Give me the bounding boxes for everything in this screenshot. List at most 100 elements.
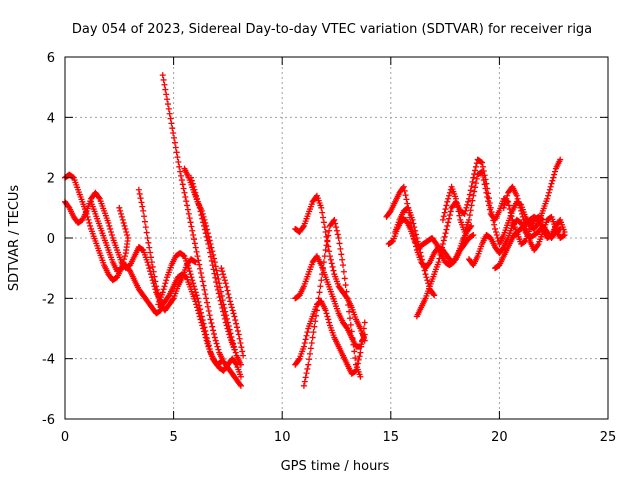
- data-point: [524, 228, 531, 235]
- data-point: [310, 329, 317, 336]
- data-point: [320, 265, 327, 272]
- data-point: [426, 260, 433, 267]
- data-point: [334, 231, 341, 238]
- data-point: [106, 222, 113, 229]
- data-point: [122, 225, 129, 232]
- data-point: [151, 273, 158, 280]
- data-point: [211, 259, 218, 266]
- data-point: [194, 304, 201, 311]
- data-point: [225, 291, 232, 298]
- data-point: [205, 241, 212, 248]
- data-point: [523, 225, 530, 232]
- data-point: [197, 265, 204, 272]
- data-point: [200, 325, 207, 332]
- data-point: [314, 301, 321, 308]
- data-point: [161, 81, 168, 88]
- data-point: [162, 280, 169, 287]
- data-point: [361, 319, 368, 326]
- data-point: [164, 101, 171, 108]
- data-point: [119, 262, 126, 269]
- data-point: [386, 209, 393, 216]
- data-point: [492, 228, 499, 235]
- data-point: [195, 201, 202, 208]
- data-point: [331, 216, 338, 223]
- data-point: [534, 242, 541, 249]
- data-point: [322, 228, 329, 235]
- data-point: [522, 222, 529, 229]
- data-point: [452, 195, 459, 202]
- data-point: [467, 207, 474, 214]
- data-point: [485, 202, 492, 209]
- data-point: [108, 231, 115, 238]
- data-point: [410, 220, 417, 227]
- data-point: [519, 213, 526, 220]
- data-point: [185, 265, 192, 272]
- data-point: [188, 223, 195, 230]
- data-point: [432, 239, 439, 246]
- y-axis-label: SDTVAR / TECUs: [7, 185, 22, 292]
- y-tick-label: 0: [47, 232, 55, 247]
- data-point: [201, 226, 208, 233]
- data-point: [304, 329, 311, 336]
- data-point: [342, 282, 349, 289]
- data-point: [481, 181, 488, 188]
- series-track-6: [157, 271, 225, 368]
- data-point: [153, 283, 160, 290]
- data-point: [116, 204, 123, 211]
- data-point: [212, 263, 219, 270]
- data-point: [326, 253, 333, 260]
- data-point: [349, 335, 356, 342]
- data-point: [154, 286, 161, 293]
- data-point: [139, 203, 146, 210]
- data-point: [196, 204, 203, 211]
- data-point: [226, 331, 233, 338]
- data-point: [423, 274, 430, 281]
- data-point: [320, 219, 327, 226]
- data-point: [439, 241, 446, 248]
- data-point: [507, 209, 514, 216]
- data-point: [485, 198, 492, 205]
- data-point: [173, 149, 180, 156]
- data-point: [177, 168, 184, 175]
- data-point: [472, 163, 479, 170]
- data-point: [486, 206, 493, 213]
- data-point: [313, 312, 320, 319]
- data-point: [149, 263, 156, 270]
- data-point: [201, 328, 208, 335]
- data-point: [213, 267, 220, 274]
- data-point: [147, 249, 154, 256]
- data-point: [214, 283, 221, 290]
- data-point: [208, 257, 215, 264]
- y-tick-label: -4: [42, 353, 55, 368]
- data-point: [240, 352, 247, 359]
- data-point: [346, 315, 353, 322]
- data-point: [238, 344, 245, 351]
- data-point: [220, 271, 227, 278]
- data-point: [198, 212, 205, 219]
- data-point: [300, 224, 307, 231]
- data-point: [300, 382, 307, 389]
- data-point: [186, 268, 193, 275]
- data-point: [123, 228, 130, 235]
- data-point: [221, 277, 228, 284]
- data-point: [117, 207, 124, 214]
- data-point: [306, 356, 313, 363]
- data-point: [208, 320, 215, 327]
- data-point: [168, 120, 175, 127]
- data-point: [346, 308, 353, 315]
- data-point: [515, 198, 522, 205]
- data-point: [164, 96, 171, 103]
- data-point: [222, 280, 229, 287]
- data-point: [440, 213, 447, 220]
- data-point: [211, 334, 218, 341]
- data-point: [441, 233, 448, 240]
- data-point: [325, 232, 332, 239]
- data-point: [518, 207, 525, 214]
- data-point: [233, 320, 240, 327]
- data-point: [441, 209, 448, 216]
- data-point: [359, 331, 366, 338]
- series-track-11: [292, 192, 368, 344]
- data-point: [301, 339, 308, 346]
- data-point: [224, 287, 231, 294]
- data-point: [165, 293, 172, 300]
